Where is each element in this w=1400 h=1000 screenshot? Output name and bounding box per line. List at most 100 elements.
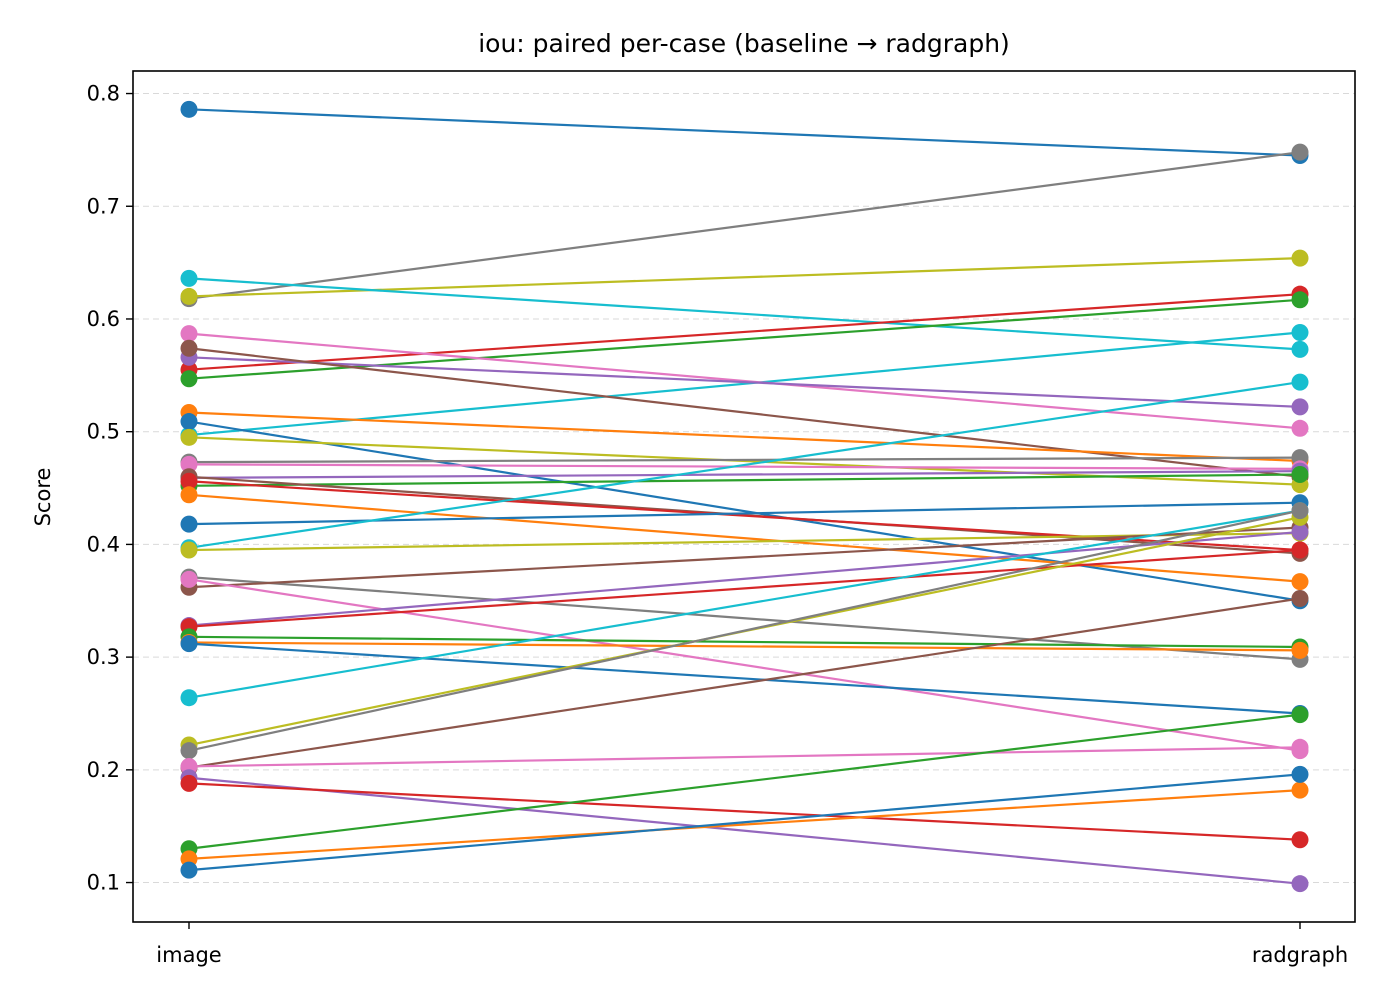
y-tick-label: 0.4 (87, 532, 120, 556)
baseline-point (180, 287, 198, 305)
baseline-point (180, 472, 198, 490)
case-pair-34 (180, 502, 1309, 760)
case-pair-7 (180, 323, 1309, 444)
baseline-point (180, 742, 198, 760)
case-line (188, 470, 1301, 480)
case-line (188, 463, 1301, 470)
radgraph-point (1291, 541, 1309, 559)
y-tick-label: 0.5 (87, 420, 120, 444)
y-tick-label: 0.7 (87, 194, 120, 218)
baseline-point (180, 413, 198, 431)
baseline-point (180, 515, 198, 533)
y-tick-label: 0.6 (87, 307, 120, 331)
case-line (188, 277, 1301, 351)
baseline-point (180, 486, 198, 504)
case-line (188, 456, 1301, 464)
radgraph-point (1291, 291, 1309, 309)
radgraph-point (1291, 373, 1309, 391)
radgraph-point (1291, 831, 1309, 849)
case-line (188, 530, 1301, 627)
y-axis-label: Score (31, 468, 55, 527)
case-pair-4 (180, 269, 1309, 358)
case-line (188, 293, 1301, 371)
series-layer (180, 100, 1309, 893)
case-pair-38 (180, 774, 1309, 849)
case-line (188, 789, 1301, 860)
grid-layer (133, 93, 1355, 884)
radgraph-point (1291, 466, 1309, 484)
case-line (188, 356, 1301, 408)
baseline-point (180, 339, 198, 357)
case-line (188, 782, 1301, 841)
case-line (188, 411, 1301, 463)
case-pair-21 (180, 494, 1309, 533)
radgraph-point (1291, 502, 1309, 520)
baseline-point (180, 370, 198, 388)
radgraph-point (1291, 706, 1309, 724)
case-line (188, 509, 1301, 752)
case-line (188, 420, 1301, 602)
case-line (188, 347, 1301, 478)
case-pair-25 (180, 518, 1309, 596)
case-line (188, 597, 1301, 769)
radgraph-point (1291, 523, 1309, 541)
radgraph-point (1291, 738, 1309, 756)
case-line (188, 578, 1301, 752)
baseline-point (180, 100, 198, 118)
case-pair-40 (180, 781, 1309, 868)
case-line (188, 331, 1301, 437)
case-line (188, 713, 1301, 850)
case-pair-26 (180, 570, 1309, 760)
baseline-point (180, 774, 198, 792)
case-line (188, 381, 1301, 549)
case-line (188, 642, 1301, 715)
case-pair-8 (180, 325, 1309, 437)
baseline-point (180, 570, 198, 588)
baseline-point (180, 541, 198, 559)
case-pair-20 (180, 486, 1309, 591)
baseline-point (180, 455, 198, 473)
case-line (188, 509, 1301, 699)
baseline-point (180, 269, 198, 287)
radgraph-point (1291, 419, 1309, 437)
radgraph-point (1291, 573, 1309, 591)
radgraph-point (1291, 143, 1309, 161)
chart-title: iou: paired per-case (baseline → radgrap… (478, 29, 1010, 58)
baseline-point (180, 689, 198, 707)
radgraph-point (1291, 590, 1309, 608)
case-pair-29 (180, 628, 1309, 656)
case-line (188, 332, 1301, 430)
case-line (188, 473, 1301, 487)
case-line (188, 151, 1301, 300)
baseline-point (180, 861, 198, 879)
x-tick-label-image: image (156, 943, 221, 967)
case-line (188, 526, 1301, 589)
case-line (188, 501, 1301, 526)
radgraph-point (1291, 641, 1309, 659)
case-line (188, 641, 1301, 652)
case-line (188, 773, 1301, 872)
case-line (188, 480, 1301, 552)
case-line (188, 776, 1301, 885)
radgraph-point (1291, 249, 1309, 267)
case-pair-41 (180, 765, 1309, 879)
plot-frame (132, 70, 1356, 923)
radgraph-point (1291, 765, 1309, 783)
baseline-point (180, 428, 198, 446)
radgraph-point (1291, 323, 1309, 341)
case-pair-2 (180, 143, 1309, 308)
x-tick-label-radgraph: radgraph (1252, 943, 1348, 967)
case-line (188, 548, 1301, 628)
baseline-point (180, 325, 198, 343)
radgraph-point (1291, 398, 1309, 416)
case-line (188, 493, 1301, 583)
case-line (188, 108, 1301, 157)
case-pair-10 (180, 339, 1309, 486)
case-pair-39 (180, 706, 1309, 858)
y-tick-label: 0.8 (87, 82, 120, 106)
baseline-point (180, 635, 198, 653)
y-tick-label: 0.2 (87, 758, 120, 782)
radgraph-point (1291, 781, 1309, 799)
y-tick-label: 0.1 (87, 871, 120, 895)
axis-layer: 0.1 0.2 0.3 0.4 0.5 0.6 0.7 0.8 image radgraph (87, 82, 1349, 967)
